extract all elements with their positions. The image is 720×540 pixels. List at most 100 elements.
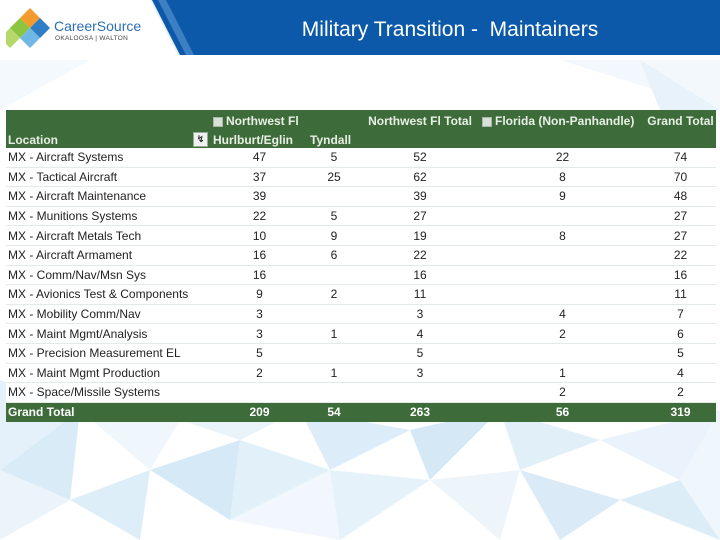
cell-hurlburt-eglin: 2: [211, 363, 308, 384]
header-blank: [6, 110, 211, 131]
cell-florida: 4: [480, 304, 646, 325]
grand-total-row: Grand Total 209 54 263 56 319: [6, 402, 717, 422]
table-row: MX - Comm/Nav/Msn Sys 16 16 16: [6, 265, 717, 286]
grand-total-label: Grand Total: [6, 402, 211, 422]
cell-hurlburt-eglin: [211, 382, 308, 403]
cell-tyndall: 1: [308, 323, 361, 344]
cell-northwest-total: 3: [360, 363, 481, 384]
cell-florida: 2: [480, 382, 646, 403]
cell-florida: [480, 284, 646, 305]
cell-tyndall: 25: [308, 167, 361, 188]
table-row: MX - Maint Mgmt Production 2 1 3 1 4: [6, 363, 717, 384]
header-row-groups: Northwest Fl Northwest Fl Total Florida …: [6, 110, 717, 131]
cell-tyndall: [308, 265, 361, 286]
grand-total-tyndall: 54: [308, 402, 361, 422]
cell-northwest-total: 62: [360, 167, 481, 188]
cell-florida: 22: [480, 148, 646, 168]
header-blank-4: [645, 131, 717, 148]
cell-location: MX - Precision Measurement EL: [6, 343, 211, 364]
table-row: MX - Aircraft Armament 16 6 22 22: [6, 245, 717, 266]
cell-location: MX - Aircraft Systems: [6, 148, 211, 168]
cell-grand-total: 74: [645, 148, 717, 168]
cell-grand-total: 6: [645, 323, 717, 344]
table-row: MX - Precision Measurement EL 5 5 5: [6, 343, 717, 364]
table-row: MX - Maint Mgmt/Analysis 3 1 4 2 6: [6, 323, 717, 344]
cell-hurlburt-eglin: 37: [211, 167, 308, 188]
careersource-logo: CareerSource OKALOOSA | WALTON: [6, 6, 156, 52]
cell-tyndall: 6: [308, 245, 361, 266]
table-row: MX - Aircraft Maintenance 39 39 9 48: [6, 186, 717, 207]
column-group-northwest: Northwest Fl: [211, 110, 361, 131]
cell-grand-total: 16: [645, 265, 717, 286]
cell-tyndall: 1: [308, 363, 361, 384]
cell-location: MX - Avionics Test & Components: [6, 284, 211, 305]
cell-florida: [480, 206, 646, 227]
cell-tyndall: [308, 382, 361, 403]
logo-subtitle: OKALOOSA | WALTON: [55, 35, 129, 42]
florida-group-label: Florida (Non-Panhandle): [495, 114, 635, 128]
table-row: MX - Munitions Systems 22 5 27 27: [6, 206, 717, 227]
cell-tyndall: 9: [308, 225, 361, 246]
cell-grand-total: 11: [645, 284, 717, 305]
cell-tyndall: [308, 304, 361, 325]
cell-location: MX - Munitions Systems: [6, 206, 211, 227]
northwest-group-label: Northwest Fl: [226, 114, 299, 128]
table-row: MX - Space/Missile Systems 2 2: [6, 382, 717, 403]
header-background: [0, 0, 720, 55]
cell-northwest-total: 22: [360, 245, 481, 266]
table-row: MX - Tactical Aircraft 37 25 62 8 70: [6, 167, 717, 188]
cell-grand-total: 4: [645, 363, 717, 384]
header-blank-3: [480, 131, 646, 148]
cell-location: MX - Mobility Comm/Nav: [6, 304, 211, 325]
logo-wordmark: CareerSource: [54, 18, 142, 34]
cell-florida: 1: [480, 363, 646, 384]
cell-hurlburt-eglin: 16: [211, 245, 308, 266]
cell-hurlburt-eglin: 10: [211, 225, 308, 246]
header-tyndall: Tyndall: [308, 131, 361, 148]
cell-northwest-total: 5: [360, 343, 481, 364]
cell-grand-total: 22: [645, 245, 717, 266]
cell-hurlburt-eglin: 5: [211, 343, 308, 364]
grand-total-hurlburt-eglin: 209: [211, 402, 308, 422]
cell-hurlburt-eglin: 3: [211, 323, 308, 344]
cell-hurlburt-eglin: 3: [211, 304, 308, 325]
cell-florida: 8: [480, 225, 646, 246]
sort-filter-icon[interactable]: ↯: [193, 132, 208, 147]
page-title: Military Transition - Maintainers: [301, 18, 599, 41]
cell-grand-total: 5: [645, 343, 717, 364]
header-northwest-total: Northwest Fl Total: [360, 110, 481, 131]
cell-tyndall: 5: [308, 148, 361, 168]
header-hurlburt-eglin: Hurlburt/Eglin: [211, 131, 308, 148]
cell-northwest-total: 16: [360, 265, 481, 286]
header-bar: CareerSource OKALOOSA | WALTON Military …: [0, 0, 720, 55]
cell-northwest-total: 4: [360, 323, 481, 344]
grand-total-northwest: 263: [360, 402, 481, 422]
cell-hurlburt-eglin: 39: [211, 186, 308, 207]
cell-florida: 8: [480, 167, 646, 188]
cell-location: MX - Aircraft Maintenance: [6, 186, 211, 207]
cell-florida: [480, 343, 646, 364]
header-location: Location ↯: [6, 131, 211, 148]
cell-grand-total: 27: [645, 206, 717, 227]
cell-northwest-total: 3: [360, 304, 481, 325]
cell-tyndall: 2: [308, 284, 361, 305]
column-group-florida: Florida (Non-Panhandle): [480, 110, 646, 131]
cell-location: MX - Comm/Nav/Msn Sys: [6, 265, 211, 286]
expand-toggle-icon[interactable]: [482, 116, 493, 127]
cell-grand-total: 48: [645, 186, 717, 207]
grand-total-florida: 56: [480, 402, 646, 422]
cell-florida: 9: [480, 186, 646, 207]
cell-northwest-total: 39: [360, 186, 481, 207]
cell-grand-total: 7: [645, 304, 717, 325]
cell-northwest-total: [360, 382, 481, 403]
cell-location: MX - Aircraft Metals Tech: [6, 225, 211, 246]
cell-northwest-total: 19: [360, 225, 481, 246]
cell-tyndall: 5: [308, 206, 361, 227]
cell-northwest-total: 11: [360, 284, 481, 305]
grand-total-all: 319: [645, 402, 717, 422]
cell-hurlburt-eglin: 47: [211, 148, 308, 168]
cell-florida: 2: [480, 323, 646, 344]
location-label: Location: [8, 133, 58, 147]
collapse-toggle-icon[interactable]: [213, 116, 223, 127]
